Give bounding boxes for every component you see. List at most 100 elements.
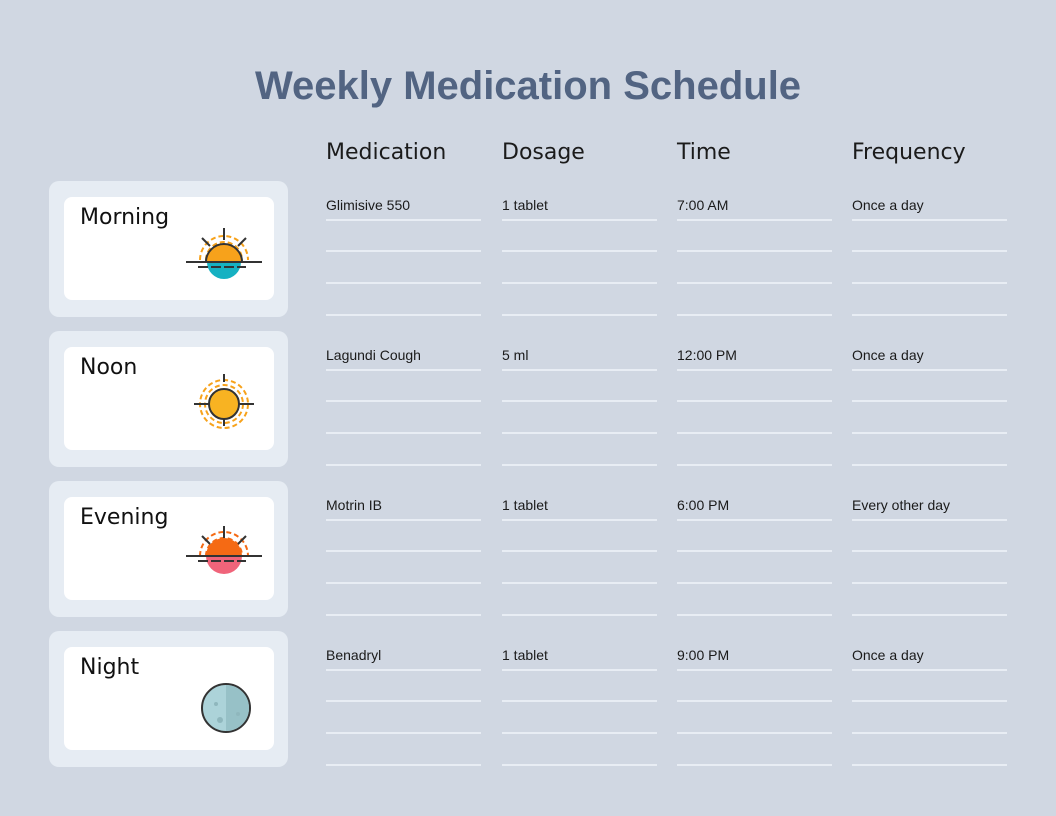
entry-line [677,764,832,766]
entry-line [852,282,1007,284]
entry-line [326,700,481,702]
cell-dosage: 1 tablet [502,197,548,213]
entry-line [852,669,1007,671]
entry-line [677,219,832,221]
sun-icon [186,374,262,438]
period-card: Noon [64,347,274,450]
entry-line [502,432,657,434]
entry-line [502,314,657,316]
entry-line [502,464,657,466]
entry-line [677,519,832,521]
entry-line [677,669,832,671]
entry-line [502,669,657,671]
entry-line [326,669,481,671]
cell-time: 6:00 PM [677,497,730,513]
entry-line [326,764,481,766]
entry-line [326,732,481,734]
cell-frequency: Once a day [852,197,924,213]
entry-line [502,614,657,616]
entry-line [502,250,657,252]
period-label: Night [80,655,140,680]
entry-line [852,519,1007,521]
entry-line [326,614,481,616]
entry-line [852,432,1007,434]
column-header: Medication [326,140,447,165]
entry-line [677,314,832,316]
period-block-evening: Evening [49,481,288,617]
cell-time: 12:00 PM [677,347,737,363]
cell-medication: Lagundi Cough [326,347,421,363]
entry-line [326,464,481,466]
entry-line [502,764,657,766]
entry-line [677,550,832,552]
cell-medication: Glimisive 550 [326,197,411,213]
entry-line [326,314,481,316]
entry-line [326,282,481,284]
entry-line [852,700,1007,702]
entry-line [502,519,657,521]
sunrise-icon [186,224,262,288]
entry-line [852,400,1007,402]
entry-line [852,614,1007,616]
entry-line [677,700,832,702]
period-label: Noon [80,355,138,380]
entry-line [326,219,481,221]
entry-line [852,369,1007,371]
cell-dosage: 1 tablet [502,647,548,663]
entry-line [326,369,481,371]
period-block-morning: Morning [49,181,288,317]
period-block-night: Night [49,631,288,767]
entry-line [326,432,481,434]
period-label: Evening [80,505,169,530]
entry-line [852,550,1007,552]
entry-line [677,282,832,284]
entry-line [852,250,1007,252]
entry-line [326,582,481,584]
entry-line [502,282,657,284]
entry-line [852,464,1007,466]
period-label: Morning [80,205,170,230]
entry-line [326,400,481,402]
cell-frequency: Once a day [852,347,924,363]
page-title: Weekly Medication Schedule [254,64,802,108]
period-block-noon: Noon [49,331,288,467]
entry-line [677,582,832,584]
cell-medication: Motrin IB [326,497,383,513]
entry-line [677,250,832,252]
column-header: Time [677,140,731,165]
period-card: Night [64,647,274,750]
entry-line [677,400,832,402]
entry-line [502,700,657,702]
entry-line [326,550,481,552]
entry-line [852,582,1007,584]
entry-line [677,369,832,371]
entry-line [502,582,657,584]
entry-line [677,432,832,434]
cell-frequency: Once a day [852,647,924,663]
period-card: Evening [64,497,274,600]
cell-dosage: 5 ml [502,347,529,363]
cell-time: 7:00 AM [677,197,729,213]
cell-frequency: Every other day [852,497,951,513]
entry-line [502,550,657,552]
entry-line [326,519,481,521]
entry-line [677,732,832,734]
entry-line [852,314,1007,316]
entry-line [677,464,832,466]
entry-line [502,400,657,402]
moon-icon [186,674,262,738]
entry-line [502,369,657,371]
entry-line [326,250,481,252]
sunset-icon [186,524,262,588]
column-header: Frequency [852,140,966,165]
entry-line [852,732,1007,734]
period-card: Morning [64,197,274,300]
entry-line [852,219,1007,221]
cell-dosage: 1 tablet [502,497,548,513]
entry-line [677,614,832,616]
entry-line [852,764,1007,766]
cell-medication: Benadryl [326,647,382,663]
cell-time: 9:00 PM [677,647,730,663]
entry-line [502,732,657,734]
column-header: Dosage [502,140,585,165]
